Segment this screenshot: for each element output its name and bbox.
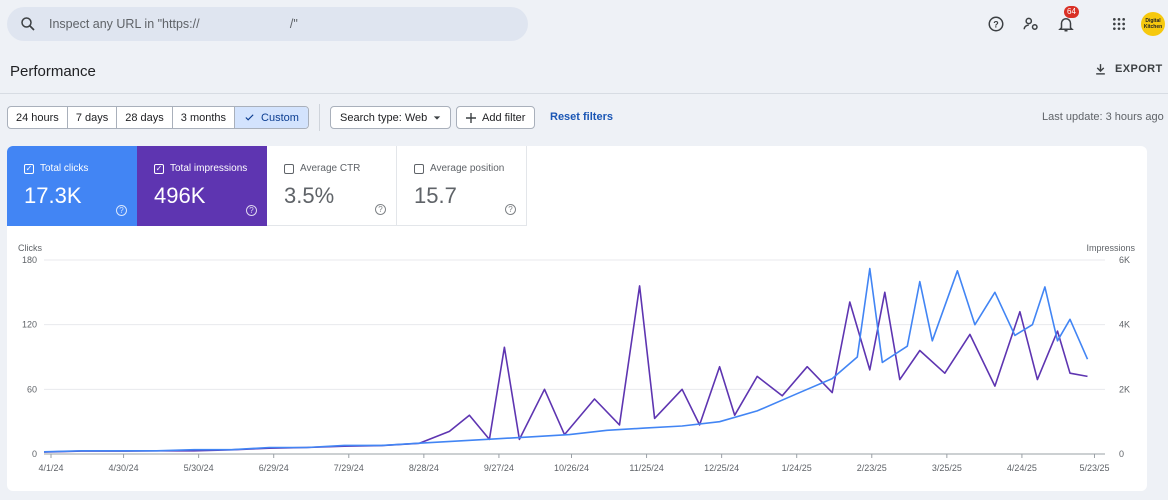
metric-total-impressions[interactable]: ✓ Total impressions 496K ? xyxy=(137,146,267,226)
notification-badge: 64 xyxy=(1064,6,1079,18)
add-filter-button[interactable]: Add filter xyxy=(456,106,536,129)
page-title: Performance xyxy=(10,63,96,80)
range-custom-label: Custom xyxy=(261,111,299,124)
metric-label: Total impressions xyxy=(170,163,248,174)
metric-average-ctr[interactable]: Average CTR 3.5% ? xyxy=(267,146,397,226)
y2-tick-label: 2K xyxy=(1119,384,1130,394)
x-tick-label: 8/28/24 xyxy=(409,463,439,473)
user-settings-icon xyxy=(1023,17,1038,30)
metric-value: 3.5% xyxy=(284,183,335,208)
x-tick-label: 2/23/25 xyxy=(857,463,887,473)
download-icon xyxy=(1096,64,1105,75)
y2-axis-label: Impressions xyxy=(1086,243,1135,253)
help-icon: ? xyxy=(988,16,1004,32)
search-icon xyxy=(21,17,35,31)
y2-tick-label: 4K xyxy=(1119,320,1130,330)
x-tick-label: 6/29/24 xyxy=(259,463,289,473)
header-divider xyxy=(0,93,1168,94)
range-3-months[interactable]: 3 months xyxy=(173,107,236,128)
apps-grid-icon xyxy=(1113,18,1125,30)
metric-value: 15.7 xyxy=(414,183,457,208)
user-settings-button[interactable] xyxy=(1019,12,1043,36)
dropdown-arrow-icon xyxy=(434,115,441,120)
search-type-label: Search type: Web xyxy=(340,111,428,124)
export-button[interactable]: EXPORT xyxy=(1094,62,1163,76)
metric-label: Total clicks xyxy=(40,163,89,174)
checkbox-checked-icon[interactable]: ✓ xyxy=(154,163,164,174)
notifications-button[interactable]: 64 xyxy=(1054,6,1079,36)
x-tick-label: 4/24/25 xyxy=(1007,463,1037,473)
range-7-days[interactable]: 7 days xyxy=(68,107,118,128)
date-range-selector: 24 hours 7 days 28 days 3 months Custom xyxy=(7,106,309,129)
apps-button[interactable] xyxy=(1107,12,1131,36)
check-icon xyxy=(245,114,254,121)
x-tick-label: 5/30/24 xyxy=(184,463,214,473)
y-tick-label: 60 xyxy=(27,384,37,394)
performance-card: ✓ Total clicks 17.3K ? ✓ Total impressions… xyxy=(7,146,1147,491)
metric-value: 496K xyxy=(154,183,206,208)
help-icon[interactable]: ? xyxy=(505,204,516,215)
filter-separator xyxy=(319,104,320,131)
x-tick-label: 3/25/25 xyxy=(932,463,962,473)
metric-total-clicks[interactable]: ✓ Total clicks 17.3K ? xyxy=(7,146,137,226)
x-tick-label: 5/23/25 xyxy=(1079,463,1109,473)
range-24-hours[interactable]: 24 hours xyxy=(8,107,68,128)
reset-filters-link[interactable]: Reset filters xyxy=(550,111,613,123)
search-type-dropdown[interactable]: Search type: Web xyxy=(330,106,452,129)
y2-tick-label: 0 xyxy=(1119,449,1124,459)
svg-text:?: ? xyxy=(993,19,999,29)
x-tick-label: 4/30/24 xyxy=(109,463,139,473)
y-tick-label: 180 xyxy=(22,255,37,265)
range-28-days[interactable]: 28 days xyxy=(117,107,173,128)
x-tick-label: 10/26/24 xyxy=(554,463,589,473)
checkbox-unchecked-icon[interactable] xyxy=(414,163,424,174)
search-input[interactable] xyxy=(49,17,489,31)
y-tick-label: 120 xyxy=(22,320,37,330)
x-tick-label: 11/25/24 xyxy=(629,463,663,473)
x-tick-label: 4/1/24 xyxy=(38,463,63,473)
y-tick-label: 0 xyxy=(32,449,37,459)
performance-chart: Clicks Impressions 0 0 60 2K 120 4K 180 6K 4/1/24 4… xyxy=(18,243,1136,473)
metric-value: 17.3K xyxy=(24,183,82,208)
series-line-impressions xyxy=(43,285,1088,453)
y-axis-label: Clicks xyxy=(18,243,42,253)
help-icon[interactable]: ? xyxy=(116,205,127,216)
x-tick-label: 12/25/24 xyxy=(704,463,739,473)
series-line-clicks xyxy=(43,267,1089,453)
range-custom[interactable]: Custom xyxy=(235,107,308,128)
top-bar: ? 64 Digital Kitchen xyxy=(0,0,1168,48)
url-inspection-search[interactable] xyxy=(7,7,528,41)
x-tick-label: 1/24/25 xyxy=(782,463,812,473)
add-filter-label: Add filter xyxy=(482,111,526,124)
plus-icon xyxy=(466,112,476,123)
x-tick-label: 7/29/24 xyxy=(334,463,364,473)
avatar[interactable]: Digital Kitchen xyxy=(1141,12,1165,36)
export-label: EXPORT xyxy=(1115,63,1163,75)
help-icon[interactable]: ? xyxy=(375,204,386,215)
metric-label: Average CTR xyxy=(300,163,361,174)
last-update-text: Last update: 3 hours ago xyxy=(1042,111,1164,123)
metric-average-position[interactable]: Average position 15.7 ? xyxy=(397,146,527,226)
help-button[interactable]: ? xyxy=(984,12,1008,36)
metric-label: Average position xyxy=(430,163,505,174)
checkbox-checked-icon[interactable]: ✓ xyxy=(24,163,34,174)
bell-icon xyxy=(1058,18,1074,32)
y2-tick-label: 6K xyxy=(1119,255,1130,265)
checkbox-unchecked-icon[interactable] xyxy=(284,163,294,174)
x-tick-label: 9/27/24 xyxy=(484,463,514,473)
help-icon[interactable]: ? xyxy=(246,205,257,216)
